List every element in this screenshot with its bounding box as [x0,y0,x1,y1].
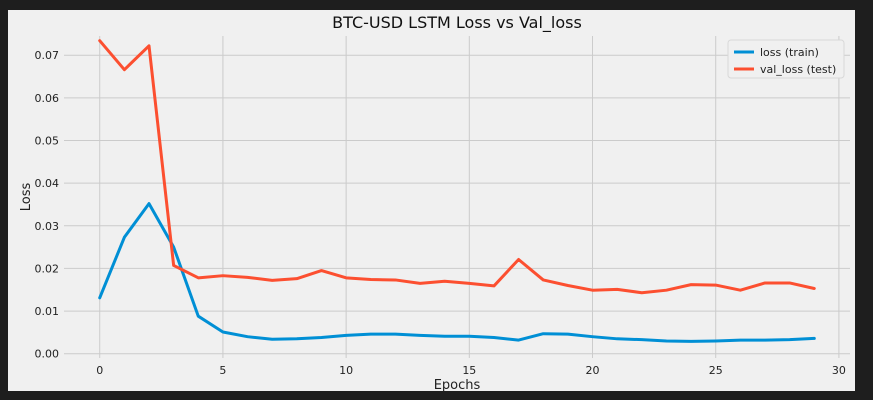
x-tick-label: 25 [709,364,723,377]
y-tick-label: 0.00 [35,348,60,361]
series-layer [98,39,816,343]
line-chart: 0 5 10 15 20 25 30 0.00 0.01 0.02 0.03 0.04 0.05 0.06… [19,13,850,391]
grid [64,36,850,358]
legend-box [727,39,845,79]
y-tick-label: 0.04 [35,177,60,190]
x-tick-label: 20 [586,364,600,377]
y-tick-label: 0.02 [35,262,60,275]
series-line-val-loss-test [98,39,816,295]
x-tick-label: 5 [219,364,226,377]
tick-labels: 0 5 10 15 20 25 30 0.00 0.01 0.02 0.03 0.04 0.05 0.06… [35,49,846,377]
x-tick-label: 0 [96,364,103,377]
chart-title: BTC-USD LSTM Loss vs Val_loss [332,13,582,33]
x-tick-label: 15 [462,364,476,377]
legend-label-val-loss-test: val_loss (test) [760,63,836,76]
y-tick-label: 0.07 [35,49,60,62]
plot-area [64,36,850,358]
series-line-loss-train [98,202,816,343]
y-tick-label: 0.01 [35,305,60,318]
x-tick-label: 30 [832,364,846,377]
y-tick-label: 0.06 [35,92,60,105]
y-tick-label: 0.03 [35,220,60,233]
y-tick-label: 0.05 [35,134,60,147]
legend-label-loss-train: loss (train) [760,46,819,59]
x-axis-label: Epochs [434,378,481,391]
x-tick-label: 10 [339,364,353,377]
y-axis-label: Loss [19,183,34,212]
figure: 0 5 10 15 20 25 30 0.00 0.01 0.02 0.03 0.04 0.05 0.06… [8,10,855,391]
legend: loss (train) val_loss (test) [727,39,845,79]
